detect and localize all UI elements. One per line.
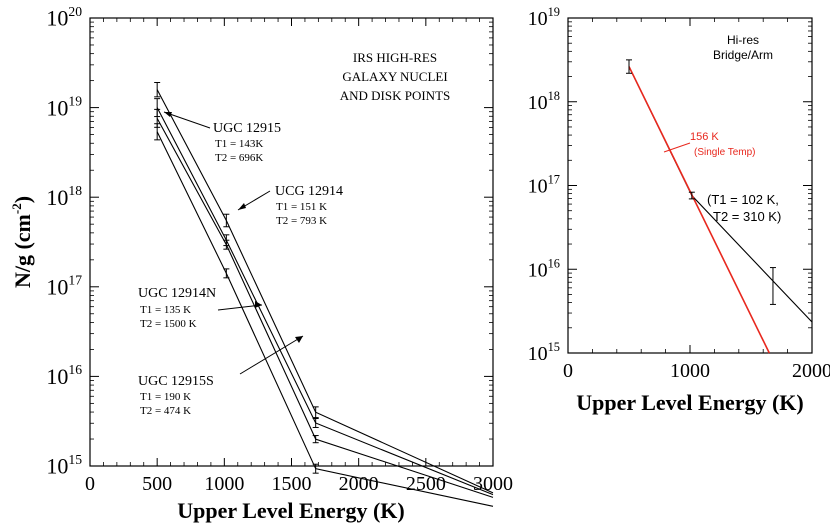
single-temp-sublabel: (Single Temp) <box>694 147 756 158</box>
annotation-ugc12915: UGC 12915 T1 = 143K T2 = 696K <box>163 111 281 164</box>
x-tick-label: 0 <box>563 360 573 382</box>
arrowhead <box>255 301 262 308</box>
x-tick-label: 1000 <box>670 360 710 382</box>
y-tick-label: 1017 <box>46 273 82 300</box>
series-line <box>628 66 771 354</box>
y-tick-label: 1019 <box>528 5 560 30</box>
annotation-ugc12914n: UGC 12914N T1 = 135 K T2 = 1500 K <box>138 286 263 330</box>
y-tick-label: 1018 <box>528 89 560 114</box>
y-tick-label: 1015 <box>46 452 82 479</box>
annotation-pointer <box>663 142 691 153</box>
two-temp-label-2: T2 = 310 K) <box>713 209 781 224</box>
x-tick-label: 500 <box>142 473 172 495</box>
x-tick-label: 3000 <box>473 473 513 495</box>
series-t2: T2 = 696K <box>215 152 263 164</box>
right-series-group <box>626 59 813 354</box>
arrowhead <box>238 203 246 210</box>
series-label: UGC 12915 <box>213 121 281 136</box>
series-line <box>156 118 494 498</box>
series-t1: T1 = 190 K <box>140 391 191 403</box>
left-note-line-2: GALAXY NUCLEI <box>342 69 447 84</box>
series-t1: T1 = 135 K <box>140 304 191 316</box>
left-chart: 0 500 1000 1500 2000 2500 30001015101610171018… <box>9 4 513 523</box>
annotation-single-temp: 156 K (Single Temp) <box>663 131 756 158</box>
annotation-pointer <box>163 111 211 129</box>
left-series-group <box>154 82 494 507</box>
left-note-line-1: IRS HIGH-RES <box>353 50 437 65</box>
right-note-line-2: Bridge/Arm <box>713 48 773 62</box>
right-plot-frame <box>567 17 813 354</box>
left-note-line-3: AND DISK POINTS <box>340 88 451 103</box>
y-tick-label: 1018 <box>46 183 82 210</box>
arrowhead <box>295 336 303 343</box>
series-t1: T1 = 143K <box>215 138 263 150</box>
x-tick-label: 0 <box>85 473 95 495</box>
arrowhead <box>164 112 172 117</box>
series-line <box>156 131 494 507</box>
y-tick-label: 1015 <box>528 340 560 365</box>
left-y-axis-label: N/g (cm-2) <box>9 196 35 288</box>
y-tick-label: 1016 <box>528 256 560 281</box>
x-tick-label: 1500 <box>272 473 312 495</box>
y-tick-label: 1016 <box>46 362 82 389</box>
right-x-axis-label: Upper Level Energy (K) <box>576 390 804 415</box>
right-note-line-1: Hi-res <box>727 33 759 47</box>
right-axis-ticks: 0 1000 2000 1015 1016 1017 1018 1019 <box>528 5 830 382</box>
left-axis-ticks: 0 500 1000 1500 2000 2500 30001015101610171018… <box>46 4 513 495</box>
series-label: UGC 12915S <box>138 374 214 389</box>
annotation-ucg12914: UCG 12914 T1 = 151 K T2 = 793 K <box>237 184 343 227</box>
single-temp-label: 156 K <box>690 131 719 143</box>
x-tick-label: 1000 <box>204 473 244 495</box>
x-tick-label: 2000 <box>792 360 830 382</box>
annotation-pointer <box>239 335 304 375</box>
series-t2: T2 = 1500 K <box>140 318 197 330</box>
two-temp-label-1: (T1 = 102 K, <box>707 192 779 207</box>
annotation-pointer <box>217 304 263 311</box>
x-tick-label: 2000 <box>339 473 379 495</box>
series-t1: T1 = 151 K <box>276 201 327 213</box>
series-t2: T2 = 474 K <box>140 405 191 417</box>
annotation-two-temp: (T1 = 102 K, T2 = 310 K) <box>707 192 781 224</box>
series-label: UCG 12914 <box>275 184 343 199</box>
y-tick-label: 1020 <box>46 4 82 31</box>
y-tick-label: 1019 <box>46 93 82 120</box>
series-label: UGC 12914N <box>138 286 216 301</box>
series-line <box>156 107 494 496</box>
left-x-axis-label: Upper Level Energy (K) <box>177 498 405 523</box>
series-line <box>156 89 494 494</box>
right-chart: 0 1000 2000 1015 1016 1017 1018 1019 Hi-res Bri… <box>528 5 830 415</box>
y-tick-label: 1017 <box>528 173 560 198</box>
annotation-ugc12915s: UGC 12915S T1 = 190 K T2 = 474 K <box>138 335 304 417</box>
series-t2: T2 = 793 K <box>276 215 327 227</box>
